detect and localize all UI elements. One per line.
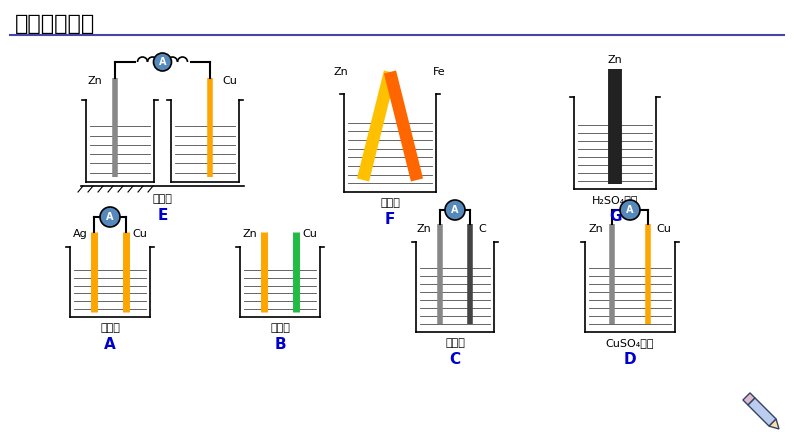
Text: Zn: Zn [333,67,349,77]
Text: Cu: Cu [303,229,318,239]
Text: Cu: Cu [133,229,148,239]
Text: C: C [449,352,461,367]
Text: Zn: Zn [87,76,102,86]
Polygon shape [743,393,755,405]
Text: Zn: Zn [607,55,622,65]
Text: 稀硫酸: 稀硫酸 [380,198,400,208]
Text: Fe: Fe [433,67,445,77]
Text: Cu: Cu [222,76,237,86]
Text: Ag: Ag [72,229,87,239]
Text: 稀硫酸: 稀硫酸 [152,194,172,204]
Text: D: D [624,352,636,367]
Text: Zn: Zn [243,229,257,239]
Text: G: G [609,209,621,224]
Polygon shape [769,419,779,429]
Circle shape [153,53,172,71]
Text: 稀硫酸: 稀硫酸 [445,338,465,348]
Text: A: A [626,205,634,215]
Text: A: A [159,57,166,67]
Text: 【巩固练习】: 【巩固练习】 [15,14,95,34]
Text: E: E [157,208,168,223]
Text: 稀硫酸: 稀硫酸 [100,323,120,333]
Text: CuSO₄溶液: CuSO₄溶液 [606,338,654,348]
Text: C: C [478,224,486,234]
Polygon shape [748,398,777,426]
Circle shape [445,200,465,220]
Text: Zn: Zn [417,224,431,234]
Circle shape [620,200,640,220]
Text: Zn: Zn [588,224,603,234]
Text: A: A [106,212,114,222]
Text: A: A [451,205,459,215]
Text: B: B [274,337,286,352]
Text: 稀硫酸: 稀硫酸 [270,323,290,333]
Text: A: A [104,337,116,352]
Text: H₂SO₄溶液: H₂SO₄溶液 [592,195,638,205]
Circle shape [100,207,120,227]
Text: Cu: Cu [657,224,672,234]
Text: F: F [385,212,395,227]
